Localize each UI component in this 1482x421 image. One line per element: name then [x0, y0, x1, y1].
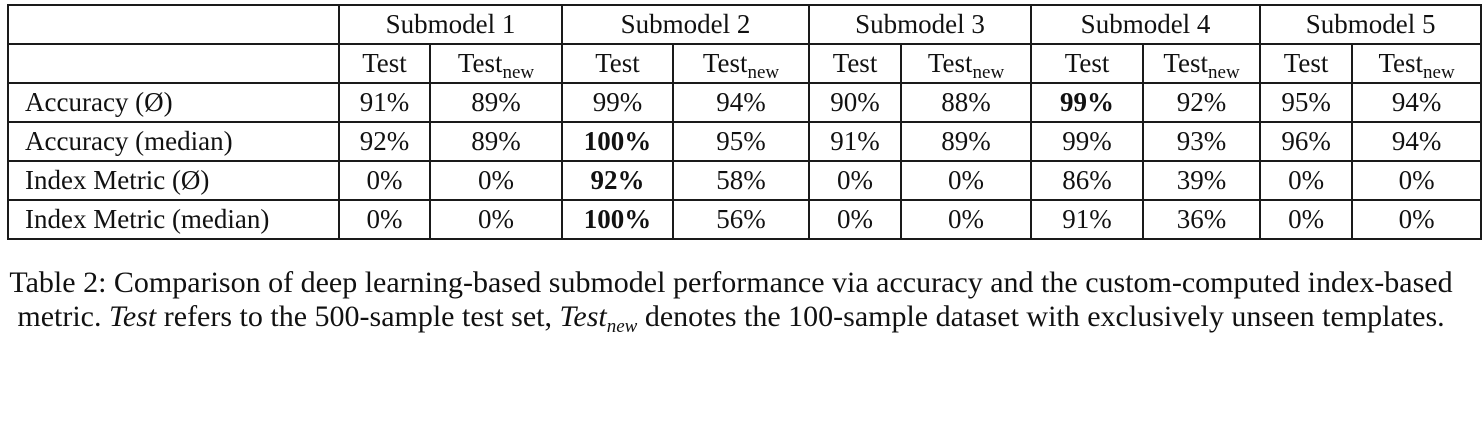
- header-corner-lower: [7, 43, 340, 84]
- row-label: Index Metric (median): [7, 199, 340, 240]
- caption-testnew-base: Test: [559, 300, 607, 333]
- table-row: Accuracy (median) 92% 89% 100% 95% 91% 89% 99% 9…: [7, 121, 1482, 162]
- column-header-test: Test: [808, 43, 903, 84]
- table-cell: 90%: [808, 82, 903, 123]
- testnew-subscript: new: [502, 62, 535, 83]
- table-cell: 92%: [561, 160, 675, 201]
- caption-testnew-term: Testnew: [559, 300, 637, 337]
- results-table: Submodel 1 Submodel 2 Submodel 3 Submode…: [7, 4, 1482, 240]
- caption-text-3: denotes the 100-sample dataset with excl…: [637, 300, 1445, 333]
- column-header-testnew: Testnew: [428, 43, 564, 84]
- table-cell: 92%: [1142, 82, 1262, 123]
- caption-test-term: Test: [109, 300, 157, 333]
- submodel-header-row: Submodel 1 Submodel 2 Submodel 3 Submode…: [7, 4, 1482, 45]
- testnew-base: Test: [1378, 48, 1424, 78]
- testnew-base: Test: [457, 48, 503, 78]
- table-cell: 58%: [672, 160, 811, 201]
- table-cell: 99%: [1030, 82, 1145, 123]
- table-cell: 39%: [1142, 160, 1262, 201]
- testnew-subscript: new: [972, 62, 1005, 83]
- row-label: Accuracy (median): [7, 121, 340, 162]
- testnew-subscript: new: [1423, 62, 1455, 83]
- table-cell: 91%: [1030, 199, 1145, 240]
- table-cell: 94%: [1351, 121, 1482, 162]
- table-cell: 0%: [1259, 199, 1354, 240]
- testnew-subscript: new: [1208, 62, 1240, 83]
- caption-text-1: Table 2: Comparison of deep learning-bas…: [9, 266, 1453, 333]
- table-cell: 0%: [900, 199, 1033, 240]
- caption-text-2: refers to the 500-sample test set,: [156, 300, 560, 333]
- table-row: Index Metric (Ø) 0% 0% 92% 58% 0% 0% 86% 39% 0% 0%: [7, 160, 1482, 201]
- submodel-header: Submodel 3: [808, 4, 1033, 45]
- table-cell: 96%: [1259, 121, 1354, 162]
- table-cell: 0%: [1351, 199, 1482, 240]
- caption-testnew-subscript: new: [606, 316, 638, 337]
- table-cell: 92%: [338, 121, 431, 162]
- table-cell: 95%: [1259, 82, 1354, 123]
- column-header-test: Test: [338, 43, 431, 84]
- submodel-header: Submodel 1: [337, 4, 564, 45]
- split-header-row: Test Testnew Test Testnew Test Testnew Test Tes…: [7, 43, 1482, 84]
- table-cell: 93%: [1142, 121, 1262, 162]
- table-cell: 0%: [428, 199, 564, 240]
- table-cell: 0%: [338, 160, 431, 201]
- table-cell: 0%: [1259, 160, 1354, 201]
- table-cell: 0%: [1351, 160, 1482, 201]
- column-header-testnew: Testnew: [1351, 43, 1482, 84]
- testnew-base: Test: [927, 48, 973, 78]
- column-header-testnew: Testnew: [672, 43, 811, 84]
- row-label: Index Metric (Ø): [7, 160, 340, 201]
- table-cell: 100%: [561, 121, 675, 162]
- table-caption: Table 2: Comparison of deep learning-bas…: [0, 266, 1462, 338]
- testnew-subscript: new: [747, 62, 780, 83]
- table-cell: 89%: [428, 82, 564, 123]
- table-cell: 56%: [672, 199, 811, 240]
- table-cell: 89%: [428, 121, 564, 162]
- column-header-testnew: Testnew: [900, 43, 1033, 84]
- column-header-testnew: Testnew: [1142, 43, 1262, 84]
- table-cell: 86%: [1030, 160, 1145, 201]
- table-cell: 100%: [561, 199, 675, 240]
- table-cell: 88%: [900, 82, 1033, 123]
- column-header-test: Test: [1259, 43, 1354, 84]
- table-cell: 91%: [808, 121, 903, 162]
- testnew-base: Test: [702, 48, 748, 78]
- table-cell: 0%: [428, 160, 564, 201]
- row-label: Accuracy (Ø): [7, 82, 340, 123]
- submodel-header: Submodel 4: [1030, 4, 1262, 45]
- table-cell: 0%: [808, 160, 903, 201]
- table-cell: 0%: [900, 160, 1033, 201]
- table-cell: 91%: [338, 82, 431, 123]
- table-cell: 0%: [808, 199, 903, 240]
- table-cell: 99%: [561, 82, 675, 123]
- column-header-test: Test: [1030, 43, 1145, 84]
- table-cell: 0%: [338, 199, 431, 240]
- table-cell: 99%: [1030, 121, 1145, 162]
- submodel-header: Submodel 5: [1259, 4, 1482, 45]
- testnew-base: Test: [1163, 48, 1209, 78]
- table-cell: 94%: [1351, 82, 1482, 123]
- header-corner: [7, 4, 340, 45]
- table-cell: 94%: [672, 82, 811, 123]
- column-header-test: Test: [561, 43, 675, 84]
- table-cell: 89%: [900, 121, 1033, 162]
- table-cell: 36%: [1142, 199, 1262, 240]
- table-cell: 95%: [672, 121, 811, 162]
- table-row: Index Metric (median) 0% 0% 100% 56% 0% 0% 91% 3…: [7, 199, 1482, 240]
- table-body: Accuracy (Ø) 91% 89% 99% 94% 90% 88% 99% 92% 95% 9…: [7, 82, 1482, 240]
- submodel-header: Submodel 2: [561, 4, 811, 45]
- table-row: Accuracy (Ø) 91% 89% 99% 94% 90% 88% 99% 92% 95% 9…: [7, 82, 1482, 123]
